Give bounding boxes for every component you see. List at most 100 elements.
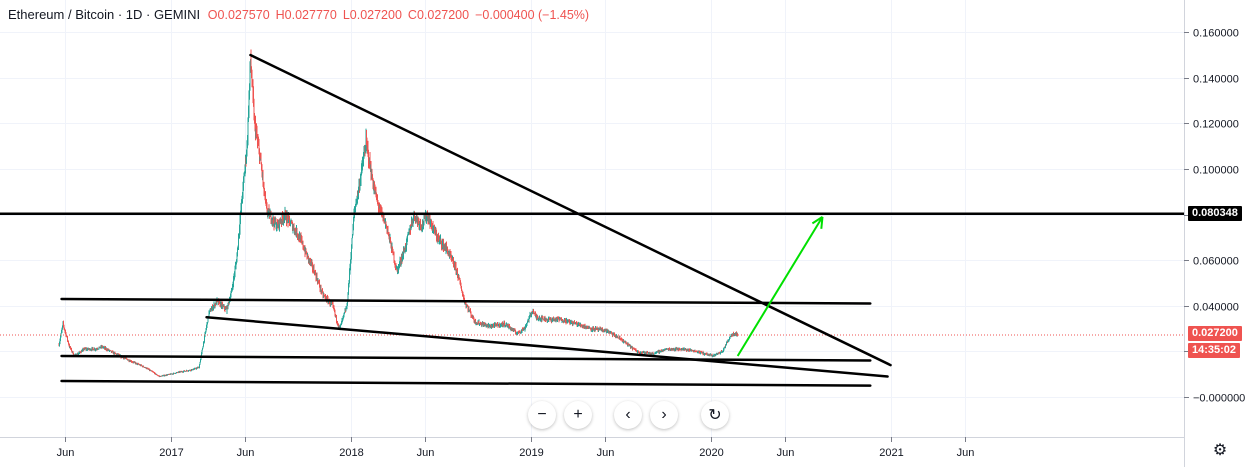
- candle-body: [366, 140, 368, 146]
- candle-body: [557, 318, 558, 321]
- change-value: −0.000400 (−1.45%): [475, 8, 590, 22]
- candle-body: [388, 233, 390, 235]
- candle-body: [638, 350, 639, 353]
- candle-body: [340, 324, 341, 327]
- symbol-title[interactable]: Ethereum / Bitcoin · 1D · GEMINI: [8, 7, 201, 22]
- candle-body: [184, 370, 185, 372]
- candle-body: [141, 364, 142, 366]
- candle-body: [258, 145, 260, 150]
- reset-icon: ↻: [708, 407, 722, 424]
- candle-body: [73, 354, 74, 355]
- candle-body: [289, 217, 290, 221]
- candle-body: [59, 342, 60, 346]
- candle-body: [726, 342, 727, 346]
- settings-gear-icon[interactable]: ⚙: [1212, 442, 1228, 459]
- candle-body: [236, 262, 237, 264]
- candle-body: [343, 313, 345, 315]
- candle-body: [143, 365, 144, 367]
- candle-body: [239, 219, 241, 230]
- projection-arrow-head: [820, 216, 824, 229]
- trendline-upper-channel[interactable]: [60, 297, 872, 305]
- candle-body: [351, 238, 353, 249]
- time-axis-bg[interactable]: [0, 437, 1184, 467]
- candle-body: [523, 328, 524, 331]
- candle-body: [241, 200, 242, 209]
- scroll-left-button[interactable]: ‹: [614, 401, 642, 429]
- candle-body: [418, 221, 420, 226]
- trendline-descending-resistance[interactable]: [249, 53, 892, 367]
- candle-body: [348, 285, 349, 295]
- drawings[interactable]: [0, 53, 1184, 387]
- candle-body: [260, 157, 262, 165]
- candle-body: [253, 103, 255, 119]
- candle-body: [202, 348, 203, 351]
- candle-body: [201, 350, 203, 353]
- close-value: C0.027200: [407, 8, 470, 22]
- candle-body: [332, 303, 334, 306]
- candle-body: [236, 254, 238, 263]
- minus-icon: −: [537, 406, 547, 423]
- reset-chart-button[interactable]: ↻: [701, 401, 729, 429]
- candle-body: [725, 344, 726, 348]
- candle-body: [66, 335, 67, 337]
- scroll-right-button[interactable]: ›: [650, 401, 678, 429]
- candle-body: [207, 316, 209, 323]
- trendline-falling-support[interactable]: [205, 315, 889, 378]
- candle-body: [225, 308, 226, 310]
- candle-body: [238, 236, 239, 246]
- y-tick-label: 0.040000: [1193, 302, 1239, 314]
- x-tick-label: Jun: [777, 447, 795, 459]
- price-axis-bg[interactable]: [1184, 0, 1255, 467]
- candle-body: [360, 173, 362, 181]
- candle-body: [335, 314, 336, 317]
- chevron-right-icon: ›: [661, 406, 667, 423]
- candle-body: [386, 226, 388, 231]
- x-tick-label: Jun: [957, 447, 975, 459]
- candle-body: [407, 235, 408, 239]
- candle-body: [63, 322, 64, 326]
- candle-body: [93, 348, 94, 351]
- zoom-in-button[interactable]: +: [564, 401, 592, 429]
- trendline-lower-support-2[interactable]: [60, 379, 872, 387]
- candle-body: [350, 260, 351, 268]
- candle-body: [310, 260, 311, 264]
- candle-body: [359, 181, 361, 188]
- candle-body: [237, 247, 238, 255]
- candle-body: [393, 254, 395, 262]
- candle-body: [709, 355, 711, 356]
- candle-body: [246, 144, 248, 154]
- candle-body: [532, 312, 533, 313]
- candle-body: [262, 180, 264, 183]
- projection-arrow-shaft[interactable]: [736, 216, 824, 357]
- candle-body: [67, 336, 68, 341]
- candle-body: [369, 158, 371, 168]
- x-tick-label: Jun: [597, 447, 615, 459]
- candle-body: [499, 323, 500, 327]
- candle-body: [374, 187, 376, 194]
- trendline-lower-support-1[interactable]: [60, 354, 872, 362]
- plus-icon: +: [573, 406, 583, 423]
- candle-body: [246, 153, 247, 161]
- candle-body: [541, 316, 543, 320]
- symbol-legend: Ethereum / Bitcoin · 1D · GEMINI O0.0275…: [8, 7, 595, 22]
- candle-body: [93, 349, 95, 351]
- candle-body: [192, 369, 193, 371]
- candle-body: [423, 217, 425, 224]
- candle-body: [276, 223, 278, 228]
- candle-body: [478, 321, 480, 325]
- candle-body: [302, 242, 304, 248]
- candle-body: [230, 296, 231, 300]
- candle-body: [108, 349, 110, 351]
- candle-body: [200, 359, 201, 363]
- candle-body: [65, 331, 66, 333]
- candle-body: [199, 364, 200, 369]
- candle-body: [584, 325, 586, 328]
- candle-body: [420, 225, 422, 229]
- candle-body: [535, 313, 536, 317]
- y-tick-label: 0.160000: [1193, 28, 1239, 40]
- zoom-out-button[interactable]: −: [528, 401, 556, 429]
- candle-body: [611, 332, 612, 333]
- candle-body: [233, 277, 234, 286]
- candle-body: [269, 213, 271, 217]
